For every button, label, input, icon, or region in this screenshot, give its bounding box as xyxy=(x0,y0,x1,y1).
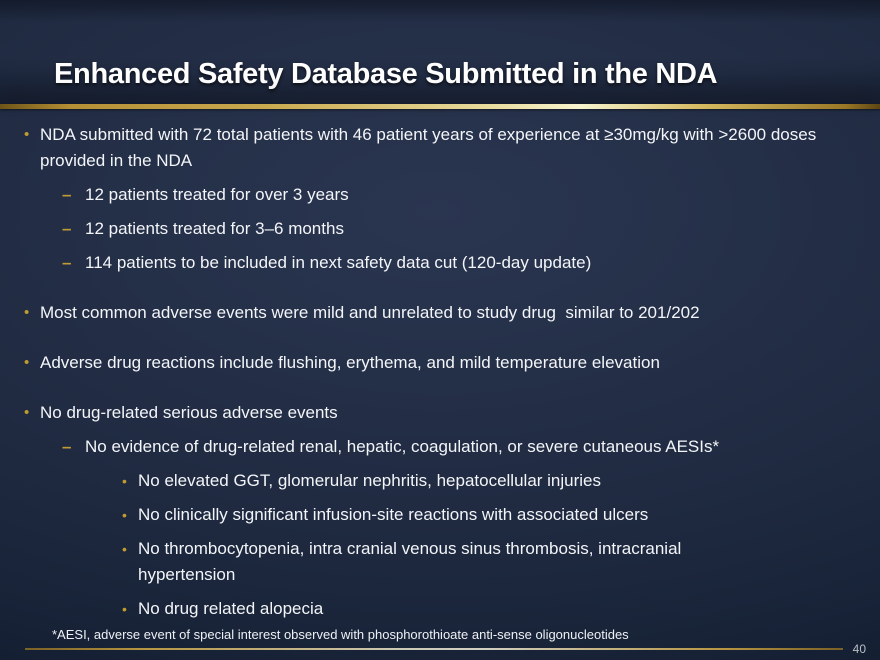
bullet-text: No thrombocytopenia, intra cranial venou… xyxy=(138,539,687,584)
bullet-text: 12 patients treated for 3–6 months xyxy=(85,219,344,238)
bullet-text: No evidence of drug-related renal, hepat… xyxy=(85,437,720,456)
footnote-text: *AESI, adverse event of special interest… xyxy=(52,627,629,642)
slide-body: • NDA submitted with 72 total patients wi… xyxy=(0,109,880,643)
bullet-item: • Most common adverse events were mild an… xyxy=(0,300,880,326)
bullet-text: NDA submitted with 72 total patients wit… xyxy=(40,125,821,170)
bullet-item: • No drug related alopecia xyxy=(0,596,880,622)
dot-bullet-icon: • xyxy=(24,354,30,371)
bullet-text: Adverse drug reactions include flushing,… xyxy=(40,353,660,372)
bullet-item: • No elevated GGT, glomerular nephritis, … xyxy=(0,468,880,494)
bullet-item: • Adverse drug reactions include flushing… xyxy=(0,350,880,376)
dash-bullet-icon: – xyxy=(62,185,72,204)
dot-bullet-icon: • xyxy=(24,126,30,143)
dash-bullet-icon: – xyxy=(62,253,72,272)
bullet-list: • NDA submitted with 72 total patients wi… xyxy=(0,122,880,622)
slide-page-number: 40 xyxy=(852,642,866,656)
dash-bullet-icon: – xyxy=(62,219,72,238)
dot-bullet-icon: • xyxy=(24,304,30,321)
bullet-text: No drug related alopecia xyxy=(138,599,324,618)
title-band xyxy=(0,0,880,104)
bullet-text: 12 patients treated for over 3 years xyxy=(85,185,349,204)
bullet-item: –12 patients treated for 3–6 months xyxy=(0,216,880,242)
bullet-item: • No drug-related serious adverse events xyxy=(0,400,880,426)
bullet-item: • No thrombocytopenia, intra cranial veno… xyxy=(0,536,880,588)
bullet-item: –114 patients to be included in next saf… xyxy=(0,250,880,276)
dot-bullet-icon: • xyxy=(122,601,127,617)
slide-title: Enhanced Safety Database Submitted in th… xyxy=(54,58,718,91)
bullet-text: Most common adverse events were mild and… xyxy=(40,303,700,322)
bullet-text: 114 patients to be included in next safe… xyxy=(85,253,592,272)
dot-bullet-icon: • xyxy=(122,541,127,557)
dot-bullet-icon: • xyxy=(24,404,30,421)
bullet-item: • No clinically significant infusion-site… xyxy=(0,502,880,528)
bullet-text: No elevated GGT, glomerular nephritis, h… xyxy=(138,471,602,490)
bullet-text: No drug-related serious adverse events xyxy=(40,403,338,422)
bullet-item: – No evidence of drug-related renal, hepa… xyxy=(0,434,880,460)
dot-bullet-icon: • xyxy=(122,473,127,489)
dot-bullet-icon: • xyxy=(122,507,127,523)
bullet-text: No clinically significant infusion-site … xyxy=(138,505,649,524)
bullet-item: –12 patients treated for over 3 years xyxy=(0,182,880,208)
dash-bullet-icon: – xyxy=(62,437,72,456)
footer-divider-rule xyxy=(25,648,843,650)
title-divider-rule xyxy=(0,104,880,109)
bullet-item: • NDA submitted with 72 total patients wi… xyxy=(0,122,880,174)
